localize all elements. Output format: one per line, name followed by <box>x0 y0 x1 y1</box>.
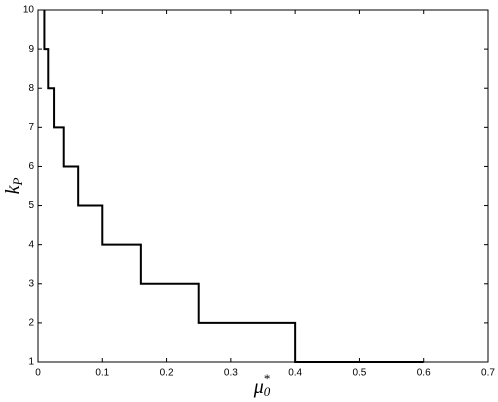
y-tick-label: 8 <box>28 83 34 94</box>
y-tick-label: 9 <box>28 44 34 55</box>
y-label-sub: P <box>10 178 25 187</box>
x-tick-label: 0.1 <box>95 368 109 379</box>
x-tick-label: 0.4 <box>288 368 302 379</box>
x-axis-label: μ0* <box>253 371 271 399</box>
plot-frame <box>37 9 489 363</box>
y-tick-label: 2 <box>28 318 34 329</box>
x-tick-label: 0 <box>35 368 41 379</box>
y-tick-label: 1 <box>28 357 34 368</box>
y-tick-label: 7 <box>28 122 34 133</box>
x-label-sup: * <box>263 371 270 386</box>
y-tick-label: 5 <box>28 200 34 211</box>
y-label-base: k <box>2 184 24 194</box>
x-tick-label: 0.2 <box>160 368 174 379</box>
y-tick-label: 10 <box>23 5 35 16</box>
x-tick-label: 0.3 <box>224 368 238 379</box>
y-tick-label: 3 <box>28 278 34 289</box>
x-tick-label: 0.7 <box>481 368 495 379</box>
x-label-sub: 0 <box>264 384 271 399</box>
x-tick-label: 0.5 <box>352 368 366 379</box>
y-tick-label: 6 <box>28 161 34 172</box>
y-tick-label: 4 <box>28 239 34 250</box>
step-line <box>43 10 424 363</box>
y-axis-label: kP <box>2 178 25 195</box>
x-tick-label: 0.6 <box>417 368 431 379</box>
x-label-base: μ <box>253 376 264 398</box>
